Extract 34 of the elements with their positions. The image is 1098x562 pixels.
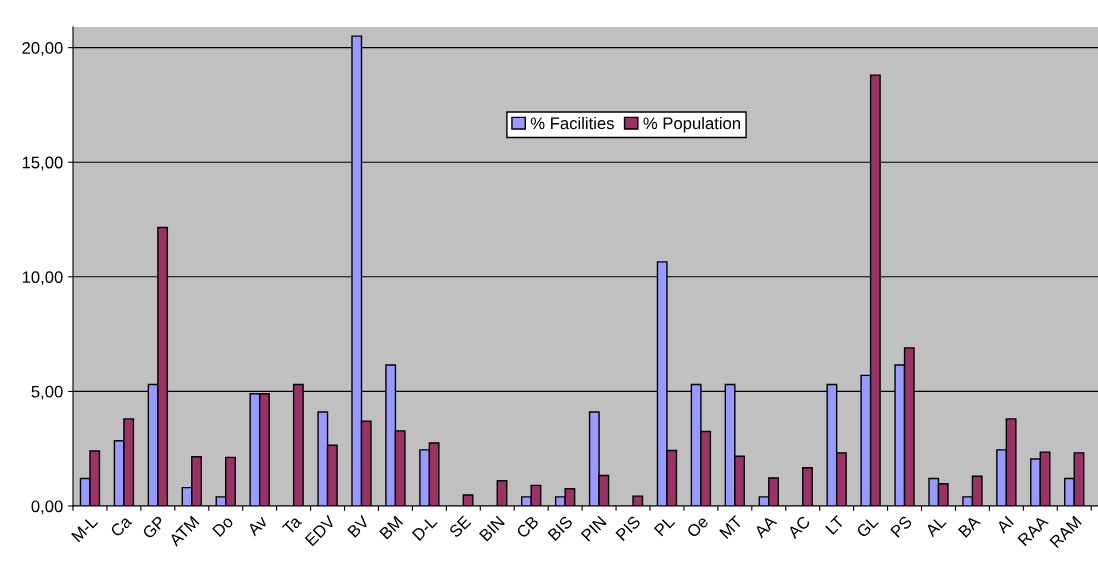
x-tick-label: PIN bbox=[580, 515, 607, 542]
y-tick-label: 15,00 bbox=[22, 156, 63, 171]
x-tick-label: PIS bbox=[615, 515, 642, 542]
x-tick-label: RAA bbox=[1017, 514, 1049, 547]
y-tick-label: 0,00 bbox=[31, 500, 63, 515]
x-tick-label: SE bbox=[448, 515, 472, 539]
x-tick-label: BV bbox=[347, 514, 370, 538]
x-tick-label: PL bbox=[653, 515, 676, 537]
x-tick-label: AL bbox=[924, 515, 947, 538]
x-tick-label: AA bbox=[753, 514, 778, 539]
x-tick-label: LT bbox=[825, 515, 845, 535]
x-tick-label: GP bbox=[141, 515, 166, 540]
y-tick-label: 5,00 bbox=[31, 385, 63, 400]
y-tick-label: 10,00 bbox=[22, 271, 63, 285]
x-tick-label: GL bbox=[855, 515, 879, 539]
x-tick-label: BIN bbox=[479, 515, 505, 542]
x-tick-label: Ta bbox=[281, 514, 303, 536]
x-tick-label: Av bbox=[246, 514, 269, 537]
x-tick-label: BIS bbox=[547, 515, 574, 542]
x-tick-label: CB bbox=[515, 515, 540, 539]
x-tick-label: M-L bbox=[71, 515, 99, 543]
legend-label: % Facilities bbox=[530, 116, 614, 130]
x-tick-label: PS bbox=[890, 515, 913, 538]
x-tick-label: Ca bbox=[109, 514, 133, 538]
y-tick-label: 20,00 bbox=[22, 42, 63, 56]
x-tick-label: D-L bbox=[411, 515, 438, 541]
x-tick-label: BA bbox=[958, 514, 981, 538]
x-tick-label: AI bbox=[995, 515, 1014, 534]
x-tick-label: AC bbox=[786, 515, 811, 540]
legend-label: % Population bbox=[643, 116, 740, 133]
x-tick-label: Oe bbox=[686, 515, 710, 539]
x-tick-label: BM bbox=[379, 515, 404, 540]
x-tick-label: Do bbox=[212, 515, 234, 538]
x-tick-label: MT bbox=[719, 515, 744, 539]
